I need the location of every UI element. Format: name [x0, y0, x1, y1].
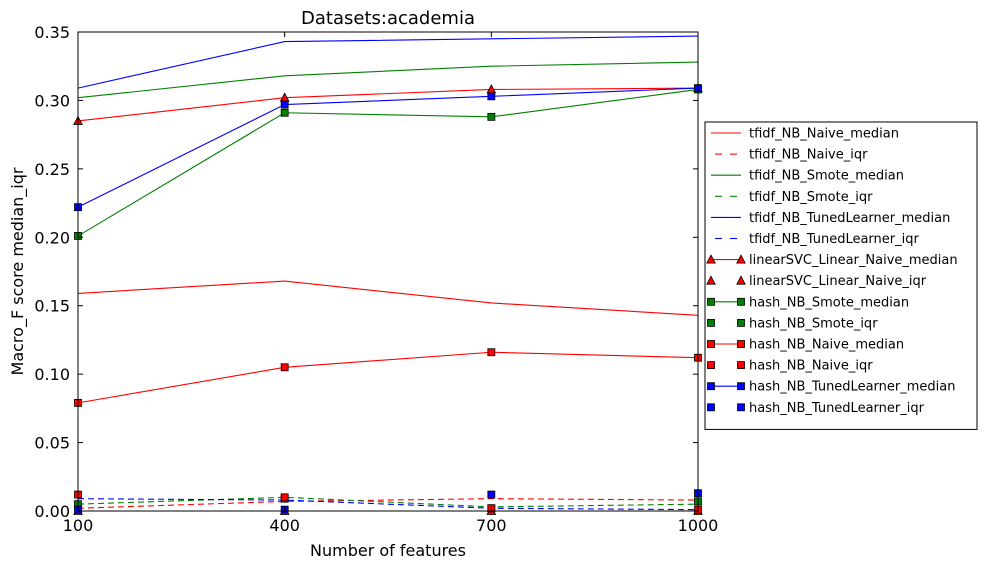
y-tick-label: 0.05	[34, 434, 70, 453]
legend-swatch-marker	[737, 361, 745, 370]
plot-marks	[73, 35, 703, 515]
legend-label: linearSVC_Linear_Naive_iqr	[749, 274, 927, 289]
x-tick-label: 100	[63, 516, 94, 535]
legend-item: tfidf_NB_Smote_median	[711, 169, 904, 184]
legend-label: tfidf_NB_Naive_iqr	[749, 148, 868, 163]
legend-swatch-marker	[737, 318, 745, 327]
y-tick-label: 0.00	[34, 502, 70, 521]
data-point-hash_NB_Naive_median	[487, 348, 496, 357]
y-axis-label: Macro_F score median_iqr	[8, 167, 28, 375]
legend-swatch-marker	[706, 254, 716, 264]
legend-label: hash_NB_Naive_iqr	[749, 359, 873, 374]
series-line-linearSVC_Linear_Naive_median	[77, 87, 699, 122]
legend-item: tfidf_NB_Naive_median	[711, 127, 899, 142]
legend-item: linearSVC_Linear_Naive_median	[706, 253, 958, 268]
series-line-tfidf_NB_Smote_iqr	[77, 496, 699, 508]
y-tick-label: 0.25	[34, 160, 70, 179]
series-tfidf_NB_Naive_iqr	[77, 498, 699, 509]
legend-item: hash_NB_Smote_iqr	[707, 316, 878, 331]
legend-item: tfidf_NB_Naive_iqr	[715, 148, 868, 163]
series-line-tfidf_NB_Naive_iqr	[77, 498, 699, 509]
series-linearSVC_Linear_Naive_median	[73, 82, 703, 125]
legend-box	[704, 121, 978, 430]
legend-label: tfidf_NB_TunedLearner_median	[749, 211, 950, 226]
x-tick-label: 400	[269, 516, 300, 535]
series-line-hash_NB_TunedLearner_median	[77, 87, 699, 208]
legend-swatch-marker	[707, 361, 715, 370]
series-tfidf_NB_TunedLearner_median	[77, 35, 699, 89]
legend-swatch-marker	[737, 382, 745, 391]
data-point-hash_NB_Naive_median	[280, 363, 289, 372]
y-tick-label: 0.30	[34, 91, 70, 110]
series-tfidf_NB_Smote_median	[77, 61, 699, 99]
x-axis-label: Number of features	[310, 541, 466, 560]
data-point-hash_NB_Naive_iqr	[280, 493, 289, 502]
x-tick-label: 700	[476, 516, 507, 535]
data-point-hash_NB_TunedLearner_median	[280, 100, 289, 109]
legend-item: hash_NB_Naive_median	[707, 338, 904, 353]
data-point-hash_NB_TunedLearner_iqr	[487, 490, 496, 499]
data-point-hash_NB_Smote_median	[487, 112, 496, 121]
data-point-hash_NB_Smote_median	[280, 108, 289, 117]
series-line-hash_NB_Naive_median	[77, 351, 699, 404]
legend-item: hash_NB_TunedLearner_iqr	[707, 401, 925, 416]
legend-item: linearSVC_Linear_Naive_iqr	[706, 274, 927, 289]
y-tick-label: 0.35	[34, 23, 70, 42]
legend-label: hash_NB_TunedLearner_iqr	[749, 401, 925, 416]
series-line-tfidf_NB_Naive_median	[77, 280, 699, 316]
series-tfidf_NB_TunedLearner_iqr	[77, 498, 699, 511]
series-tfidf_NB_Smote_iqr	[77, 496, 699, 508]
legend-label: hash_NB_TunedLearner_median	[749, 380, 955, 395]
legend-label: tfidf_NB_Naive_median	[749, 127, 899, 142]
legend-label: tfidf_NB_Smote_iqr	[749, 190, 873, 205]
data-point-hash_NB_TunedLearner_median	[487, 92, 496, 101]
legend-label: tfidf_NB_TunedLearner_iqr	[749, 232, 919, 247]
legend-item: hash_NB_TunedLearner_median	[707, 380, 955, 395]
legend: tfidf_NB_Naive_median tfidf_NB_Naive_iqrt…	[704, 121, 978, 430]
y-tick-label: 0.15	[34, 297, 70, 316]
legend-label: hash_NB_Naive_median	[749, 338, 904, 353]
legend-swatch-marker	[707, 297, 715, 306]
legend-label: tfidf_NB_Smote_median	[749, 169, 904, 184]
legend-swatch-marker	[737, 403, 745, 412]
legend-swatch-marker	[707, 318, 715, 327]
series-line-tfidf_NB_Smote_median	[77, 61, 699, 99]
legend-item: tfidf_NB_TunedLearner_median	[711, 211, 950, 226]
legend-item: tfidf_NB_TunedLearner_iqr	[715, 232, 919, 247]
series-line-tfidf_NB_TunedLearner_iqr	[77, 498, 699, 511]
series-line-tfidf_NB_TunedLearner_median	[77, 35, 699, 89]
y-tick-label: 0.10	[34, 365, 70, 384]
x-tick-label: 1000	[678, 516, 719, 535]
y-tick-label: 0.20	[34, 228, 70, 247]
series-hash_NB_Naive_median	[74, 348, 702, 407]
legend-swatch-marker	[736, 254, 746, 264]
series-hash_NB_TunedLearner_median	[74, 84, 702, 212]
legend-swatch-marker	[707, 340, 715, 348]
series-tfidf_NB_Naive_median	[77, 280, 699, 316]
legend-swatch-marker	[707, 382, 715, 391]
legend-swatch-marker	[736, 275, 746, 285]
legend-swatch-marker	[737, 340, 745, 348]
legend-label: hash_NB_Smote_median	[749, 295, 909, 310]
legend-swatch-marker	[707, 403, 715, 412]
legend-label: linearSVC_Linear_Naive_median	[749, 253, 958, 268]
series-hash_NB_Smote_iqr	[74, 494, 702, 513]
legend-item: hash_NB_Smote_median	[707, 295, 909, 310]
series-line-hash_NB_Smote_median	[77, 88, 699, 237]
legend-item: hash_NB_Naive_iqr	[707, 359, 873, 374]
plot-frame	[77, 31, 699, 512]
legend-swatch-marker	[737, 297, 745, 306]
legend-item: tfidf_NB_Smote_iqr	[715, 190, 873, 205]
legend-label: hash_NB_Smote_iqr	[749, 316, 878, 331]
axis-ticks: 100 400 700 1000 0.00 0.05 0.10 0.15 0.20 0.25 0.3…	[34, 23, 718, 535]
chart-title: Datasets:academia	[301, 8, 475, 29]
legend-swatch-marker	[706, 275, 716, 285]
